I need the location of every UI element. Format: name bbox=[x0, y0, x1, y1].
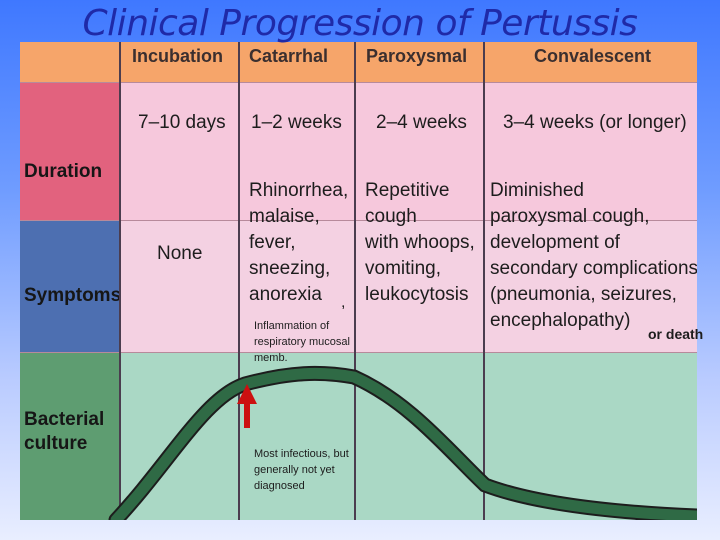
infectious-note: Most infectious, but generally not yet d… bbox=[254, 448, 349, 492]
divider bbox=[20, 82, 697, 83]
duration-paroxysmal: 2–4 weeks bbox=[376, 112, 467, 133]
divider bbox=[20, 352, 697, 353]
column-divider bbox=[483, 42, 485, 520]
up-arrow-icon bbox=[237, 384, 257, 428]
stage-convalescent: Convalescent bbox=[534, 46, 652, 66]
duration-row-label: Duration bbox=[24, 161, 103, 182]
stage-paroxysmal: Paroxysmal bbox=[366, 46, 468, 66]
stage-incubation: Incubation bbox=[132, 46, 223, 66]
progression-table: Duration Symptoms Bacterial culture Incu… bbox=[20, 42, 697, 520]
duration-catarrhal: 1–2 weeks bbox=[251, 112, 342, 133]
duration-row bbox=[20, 82, 697, 220]
column-divider bbox=[354, 42, 356, 520]
culture-positivity-curve-fill bbox=[110, 367, 697, 520]
stage-catarrhal: Catarrhal bbox=[249, 46, 329, 66]
comma-mark: , bbox=[341, 294, 346, 311]
symptoms-paroxysmal: Repetitive cough with whoops, vomiting, … bbox=[365, 180, 475, 305]
symptoms-row-header: Symptoms bbox=[20, 220, 122, 352]
column-divider bbox=[119, 42, 121, 520]
culture-row-header: Bacterial culture bbox=[20, 352, 120, 520]
duration-incubation: 7–10 days bbox=[138, 112, 226, 133]
symptoms-row-label: Symptoms bbox=[24, 285, 122, 306]
culture-curve bbox=[108, 365, 697, 520]
symptoms-incubation: None bbox=[157, 243, 203, 264]
symptoms-convalescent: Diminished paroxysmal cough, development… bbox=[490, 180, 697, 331]
duration-row-header: Duration bbox=[20, 82, 120, 220]
death-note: or death bbox=[648, 326, 704, 342]
inflammation-note: Inflammation of respiratory mucosal memb… bbox=[254, 320, 350, 364]
slide-title: Clinical Progression of Pertussis bbox=[82, 3, 638, 44]
header-row bbox=[20, 42, 697, 82]
symptoms-catarrhal: Rhinorrhea, malaise, fever, sneezing, an… bbox=[249, 180, 349, 305]
culture-positivity-curve bbox=[108, 365, 697, 520]
symptoms-row bbox=[20, 220, 697, 352]
duration-convalescent: 3–4 weeks (or longer) bbox=[503, 112, 687, 133]
divider bbox=[20, 220, 697, 221]
column-divider bbox=[238, 42, 240, 520]
culture-row-label: Bacterial culture bbox=[24, 409, 105, 454]
